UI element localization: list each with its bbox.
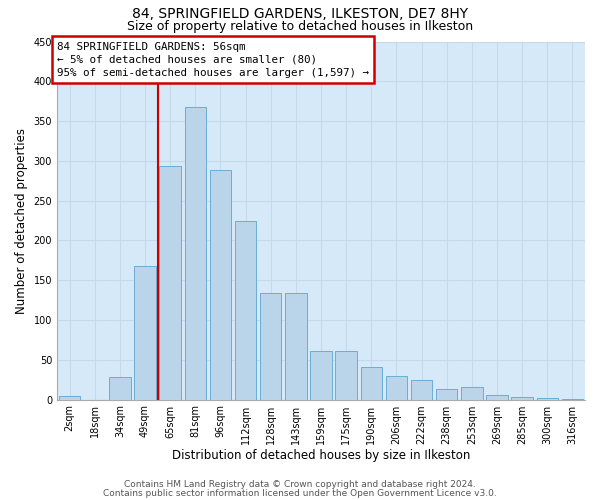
Text: Size of property relative to detached houses in Ilkeston: Size of property relative to detached ho… [127,20,473,33]
Bar [361,367,382,400]
Text: Contains public sector information licensed under the Open Government Licence v3: Contains public sector information licen… [103,488,497,498]
X-axis label: Distribution of detached houses by size in Ilkeston: Distribution of detached houses by size … [172,450,470,462]
Bar [487,395,508,400]
Bar [59,396,80,400]
Bar [386,376,407,400]
Bar [411,380,432,400]
Text: 84, SPRINGFIELD GARDENS, ILKESTON, DE7 8HY: 84, SPRINGFIELD GARDENS, ILKESTON, DE7 8… [132,8,468,22]
Text: 84 SPRINGFIELD GARDENS: 56sqm
← 5% of detached houses are smaller (80)
95% of se: 84 SPRINGFIELD GARDENS: 56sqm ← 5% of de… [57,42,369,78]
Y-axis label: Number of detached properties: Number of detached properties [15,128,28,314]
Bar [310,351,332,400]
Text: Contains HM Land Registry data © Crown copyright and database right 2024.: Contains HM Land Registry data © Crown c… [124,480,476,489]
Bar [210,170,231,400]
Bar [109,376,131,400]
Bar [160,166,181,400]
Bar [436,389,457,400]
Bar [185,107,206,400]
Bar [260,293,281,400]
Bar [562,399,583,400]
Bar [335,351,357,400]
Bar [235,220,256,400]
Bar [134,266,156,400]
Bar [461,387,482,400]
Bar [285,293,307,400]
Bar [511,397,533,400]
Bar [536,398,558,400]
